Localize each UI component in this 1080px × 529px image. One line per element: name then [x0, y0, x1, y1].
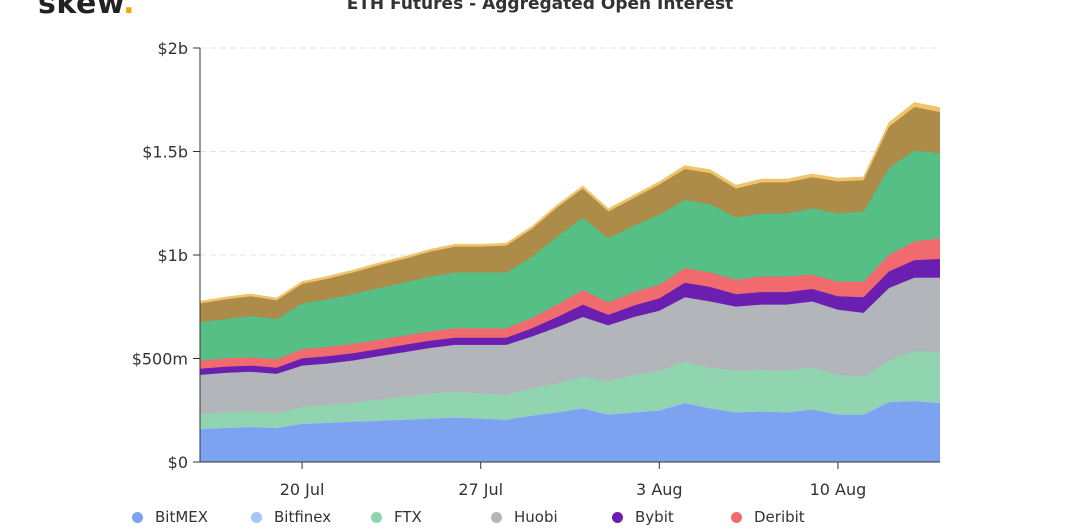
y-tick-label: $0	[168, 453, 188, 472]
legend-label: Bitfinex	[274, 508, 332, 526]
legend-item-ftx[interactable]: FTX	[371, 508, 422, 526]
x-tick-label: 20 Jul	[280, 480, 325, 499]
legend-marker-icon	[251, 511, 262, 523]
skew-logo: skew.	[38, 0, 135, 21]
logo-text: skew	[38, 0, 124, 21]
area-series-cme	[200, 102, 940, 304]
legend-marker-icon	[371, 511, 382, 523]
chart-title: ETH Futures - Aggregated Open Interest	[346, 0, 734, 14]
y-tick-label: $1.5b	[142, 143, 188, 162]
x-tick-label: 3 Aug	[636, 480, 683, 499]
legend-item-bitmex[interactable]: BitMEX	[132, 508, 208, 526]
legend-marker-icon	[731, 511, 742, 523]
stacked-areas	[200, 102, 940, 462]
legend-item-huobi[interactable]: Huobi	[491, 508, 558, 526]
y-tick-label: $500m	[132, 350, 188, 369]
legend-label: Huobi	[514, 508, 558, 526]
legend-marker-icon	[132, 511, 143, 523]
legend-marker-icon	[491, 511, 502, 523]
legend-label: BitMEX	[155, 508, 209, 526]
legend-label: Bybit	[635, 508, 674, 526]
legend-label: FTX	[394, 508, 422, 526]
legend-item-bitfinex[interactable]: Bitfinex	[251, 508, 331, 526]
legend-item-bybit[interactable]: Bybit	[612, 508, 674, 526]
y-tick-label: $1b	[157, 246, 188, 265]
x-tick-label: 27 Jul	[458, 480, 503, 499]
legend: BitMEX Bitfinex FTX Huobi Bybit Deribit	[0, 508, 1080, 529]
legend-item-deribit[interactable]: Deribit	[731, 508, 805, 526]
legend-marker-icon	[612, 511, 623, 523]
legend-label: Deribit	[754, 508, 805, 526]
y-tick-label: $2b	[157, 39, 188, 58]
logo-dot: .	[123, 0, 136, 21]
axes: $0 $500m $1b $1.5b $2b 20 Jul 27 Jul 3 Aug 10 Au…	[132, 39, 940, 499]
x-tick-label: 10 Aug	[810, 480, 867, 499]
